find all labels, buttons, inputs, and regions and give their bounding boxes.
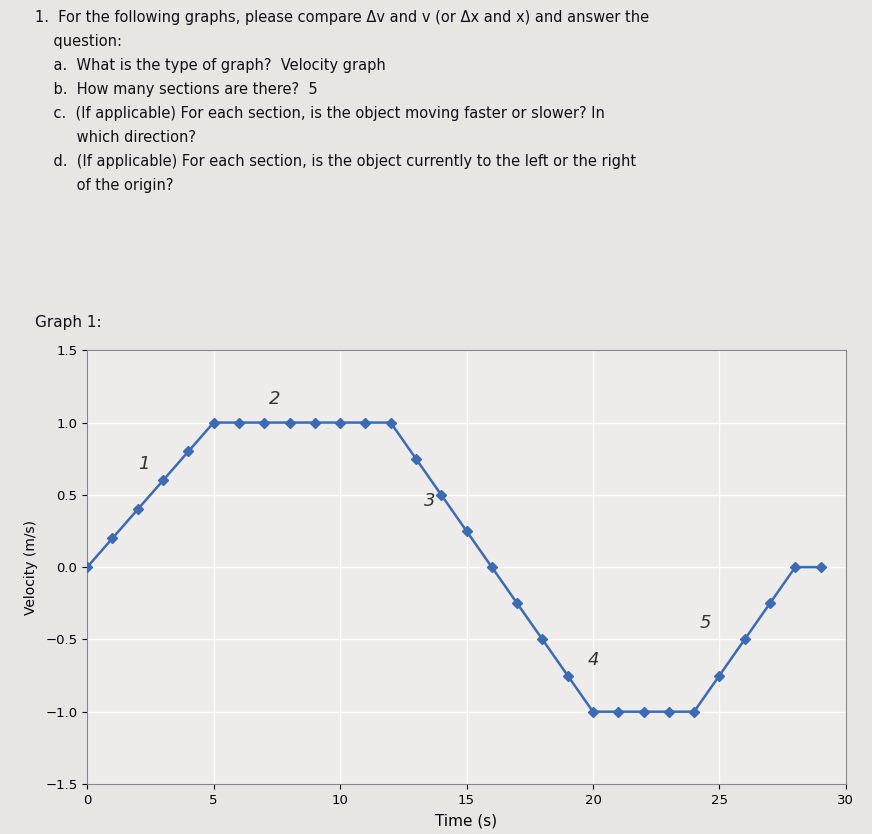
Text: 3: 3 (424, 492, 435, 510)
Y-axis label: Velocity (m/s): Velocity (m/s) (24, 520, 38, 615)
Text: 1: 1 (138, 455, 149, 473)
Text: 4: 4 (588, 651, 599, 670)
X-axis label: Time (s): Time (s) (435, 814, 498, 829)
Text: Graph 1:: Graph 1: (35, 315, 101, 330)
Text: 2: 2 (269, 389, 281, 408)
Text: 5: 5 (699, 614, 711, 632)
Text: 1.  For the following graphs, please compare Δv and v (or Δx and x) and answer t: 1. For the following graphs, please comp… (35, 10, 649, 193)
